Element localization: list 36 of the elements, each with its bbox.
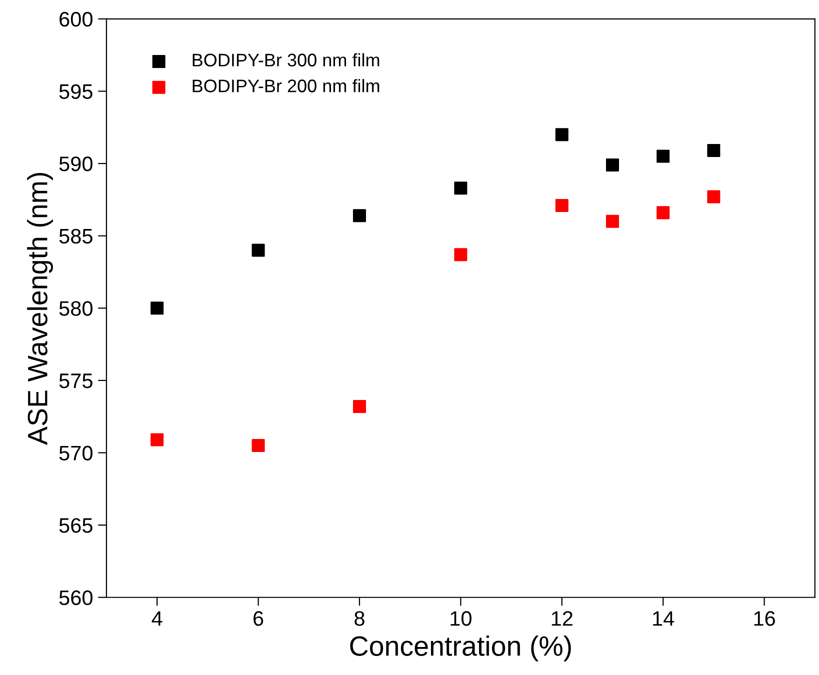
y-axis-title: ASE Wavelength (nm) (27, 172, 53, 445)
y-tick-label: 570 (59, 446, 92, 461)
y-tick-label: 595 (59, 84, 92, 99)
point (707, 144, 720, 158)
x-tick-label: 4 (152, 611, 162, 626)
y-tick-label: 575 (59, 374, 92, 388)
y-tick-label: 560 (59, 590, 92, 606)
point (606, 158, 619, 172)
x-axis-title: Concentration (%) (350, 636, 571, 662)
point (352, 400, 366, 413)
point (150, 433, 164, 446)
x-tick-label: 6 (254, 611, 264, 626)
point (252, 439, 265, 452)
x-tick-label: 12 (552, 611, 572, 626)
point (707, 190, 720, 204)
point (555, 128, 568, 142)
point (555, 198, 568, 212)
point (606, 214, 619, 228)
point (656, 206, 670, 220)
point (656, 150, 670, 163)
point (352, 209, 366, 222)
x-tick-label: 10 (450, 611, 472, 626)
y-tick-label: 600 (60, 12, 92, 27)
point (454, 182, 468, 195)
legend-label: BODIPY-Br 200 nm film (192, 79, 380, 92)
x-tick-label: 16 (754, 611, 775, 626)
y-tick-label: 565 (59, 518, 92, 533)
y-tick-label: 580 (59, 301, 92, 316)
x-tick-label: 8 (354, 611, 364, 626)
y-tick-label: 590 (59, 156, 92, 172)
y-tick-label: 585 (59, 228, 92, 244)
point (150, 302, 164, 315)
x-tick-label: 14 (653, 611, 674, 626)
point (454, 248, 468, 262)
point (252, 244, 265, 257)
legend-label: BODIPY-Br 300 nm film (192, 53, 380, 66)
